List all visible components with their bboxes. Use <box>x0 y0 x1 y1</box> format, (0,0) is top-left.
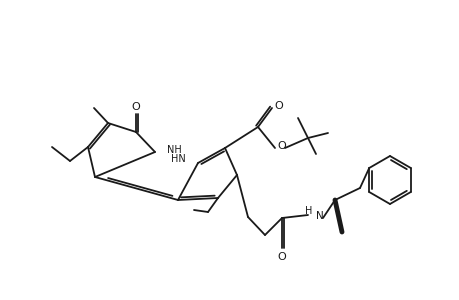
Text: O: O <box>131 102 140 112</box>
Text: NH: NH <box>167 145 181 155</box>
Text: HN: HN <box>171 154 185 164</box>
Text: O: O <box>274 101 283 111</box>
Text: O: O <box>277 252 286 262</box>
Text: N: N <box>315 211 323 221</box>
Text: H: H <box>305 206 312 216</box>
Text: O: O <box>277 141 286 151</box>
